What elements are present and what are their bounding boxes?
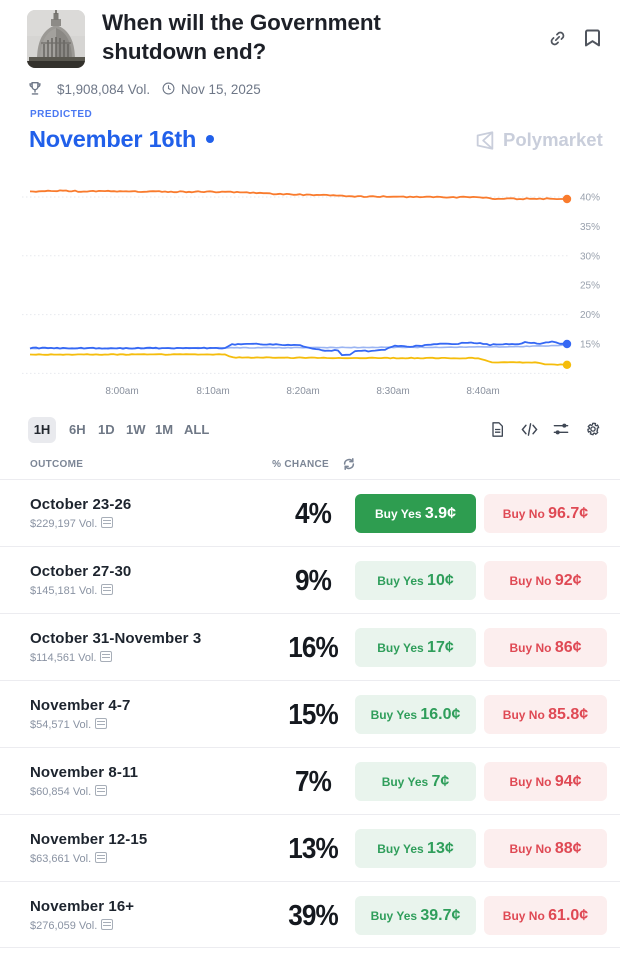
svg-text:8:00am: 8:00am	[105, 386, 138, 397]
svg-text:30%: 30%	[580, 251, 600, 262]
svg-text:8:10am: 8:10am	[196, 386, 229, 397]
svg-text:8:30am: 8:30am	[376, 386, 409, 397]
svg-text:35%: 35%	[580, 222, 600, 233]
svg-text:40%: 40%	[580, 193, 600, 204]
svg-text:8:20am: 8:20am	[286, 386, 319, 397]
svg-text:20%: 20%	[580, 310, 600, 321]
svg-text:15%: 15%	[580, 340, 600, 351]
svg-text:8:40am: 8:40am	[466, 386, 499, 397]
svg-text:25%: 25%	[580, 281, 600, 292]
